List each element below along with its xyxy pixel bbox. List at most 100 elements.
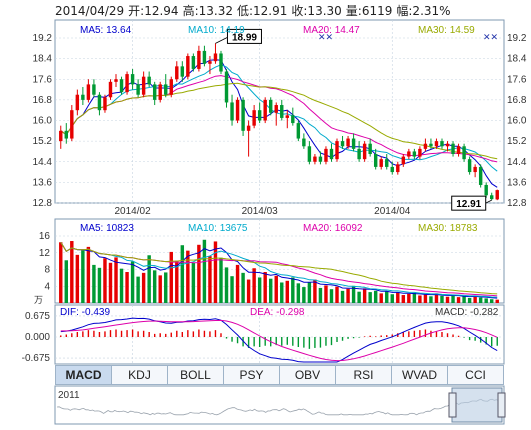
candle-body <box>478 166 483 185</box>
volume-bar <box>280 282 284 303</box>
volume-bar <box>473 295 477 303</box>
volume-bar <box>202 239 207 303</box>
volume-bar <box>147 255 151 303</box>
range-handle-left[interactable] <box>448 392 457 418</box>
tab-boll[interactable]: BOLL <box>168 366 224 384</box>
candle-body <box>340 141 345 147</box>
price-tick-label-right: 16.0 <box>507 116 527 127</box>
price-tick-label-left: 17.6 <box>33 74 53 85</box>
candle-body <box>280 105 284 118</box>
candle-body <box>396 164 400 173</box>
volume-bar <box>285 280 290 303</box>
candle-body <box>467 159 472 173</box>
candle-body <box>141 76 146 95</box>
volume-bar <box>197 244 201 303</box>
candle-body <box>324 148 328 162</box>
volume-bar <box>296 283 301 303</box>
close-icon[interactable]: ✕✕ <box>318 32 333 42</box>
candle-body <box>390 166 394 173</box>
candle-body <box>164 84 168 95</box>
tab-wvad[interactable]: WVAD <box>392 366 448 384</box>
price-tick-label-left: 12.8 <box>33 198 53 209</box>
volume-tick-label: 4 <box>44 281 50 292</box>
volume-bar <box>119 268 124 303</box>
volume-bar <box>357 291 361 303</box>
candle-body <box>130 74 135 85</box>
volume-bar <box>158 275 162 303</box>
volume-bar <box>59 242 63 303</box>
tab-kdj[interactable]: KDJ <box>112 366 168 384</box>
close-icon[interactable]: ✕✕ <box>483 32 498 42</box>
volume-bar <box>318 287 323 303</box>
volume-bar <box>313 279 317 303</box>
volume-bar <box>114 257 118 303</box>
volume-bar <box>164 272 168 303</box>
volume-bar <box>81 250 85 303</box>
volume-bar <box>136 276 140 303</box>
volume-bar <box>412 292 417 303</box>
candle-body <box>208 61 212 64</box>
volume-bar <box>97 267 102 303</box>
price-tick-label-right: 17.6 <box>507 74 527 85</box>
volume-bar <box>302 287 306 303</box>
candle-body <box>307 146 312 162</box>
range-selector[interactable] <box>451 387 503 423</box>
overview-panel[interactable] <box>54 385 505 425</box>
volume-bar <box>467 297 472 303</box>
volume-bar <box>125 272 129 303</box>
tab-psy[interactable]: PSY <box>224 366 280 384</box>
candle-body <box>407 151 411 157</box>
quote-low: 低:12.91 <box>236 4 288 18</box>
candle-body <box>114 79 118 82</box>
price-tick-label-left: 16.8 <box>33 95 53 106</box>
candle-body <box>285 115 290 118</box>
volume-ma5-line <box>60 242 498 299</box>
candle-body <box>335 141 339 160</box>
candle-body <box>451 143 455 155</box>
volume-bar <box>379 293 383 303</box>
low-pointer <box>485 199 492 204</box>
candle-body <box>462 146 466 160</box>
range-handle-right[interactable] <box>497 392 506 418</box>
volume-bar <box>208 256 212 303</box>
macd-tick-label: 0.000 <box>25 332 50 343</box>
volume-bar <box>434 293 439 303</box>
volume-bar <box>489 299 494 303</box>
candle-body <box>81 94 85 100</box>
candle-body <box>418 148 422 157</box>
candle-body <box>152 84 157 100</box>
price-tick-label-left: 18.4 <box>33 54 53 65</box>
quote-high: 高:13.32 <box>182 4 233 18</box>
tab-rsi[interactable]: RSI <box>336 366 392 384</box>
candle-body <box>147 76 151 85</box>
candle-body <box>434 141 439 147</box>
tab-cci[interactable]: CCI <box>465 368 486 382</box>
tab-macd[interactable]: MACD <box>56 366 112 384</box>
candle-body <box>362 143 367 160</box>
volume-bar <box>373 290 378 303</box>
volume-bar <box>407 293 411 303</box>
volume-unit: 万 <box>34 295 43 305</box>
high-label: 18.99 <box>232 32 257 43</box>
quote-change: 幅:2.31% <box>396 4 451 18</box>
candle-body <box>197 50 201 69</box>
candle-body <box>252 110 256 126</box>
volume-bar <box>92 264 96 303</box>
volume-bar <box>213 241 218 303</box>
overview-year: 2011 <box>58 390 80 401</box>
volume-bar <box>268 278 273 303</box>
macd-legend-dif: DIF: -0.439 <box>60 307 110 318</box>
volume-bar <box>429 296 433 303</box>
volume-bar <box>478 297 483 303</box>
volume-bar <box>64 260 69 303</box>
tab-obv[interactable]: OBV <box>280 366 336 384</box>
price-tick-label-left: 15.2 <box>33 136 53 147</box>
candle-body <box>429 143 433 147</box>
candle-body <box>119 79 124 93</box>
volume-bar <box>230 276 234 303</box>
candle-body <box>368 143 372 155</box>
volume-bar <box>390 294 394 303</box>
volume-bar <box>175 260 179 303</box>
quote-close: 收:13.30 <box>291 4 342 18</box>
volume-bar <box>180 245 185 303</box>
